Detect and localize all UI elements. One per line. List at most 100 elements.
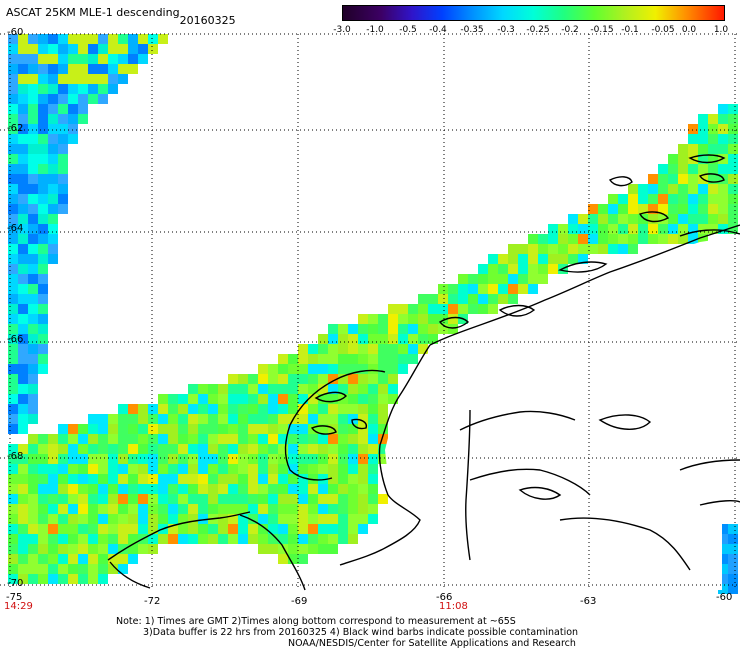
swath-cell xyxy=(8,234,18,244)
swath-cell xyxy=(328,374,338,384)
swath-cell xyxy=(138,524,148,534)
swath-cell xyxy=(8,464,18,474)
swath-cell xyxy=(28,554,38,564)
swath-cell xyxy=(418,294,428,304)
swath-cell xyxy=(718,104,728,114)
swath-cell xyxy=(728,584,738,594)
swath-cell xyxy=(708,174,718,184)
swath-cell xyxy=(198,394,208,404)
swath-cell xyxy=(68,124,78,134)
swath-cell xyxy=(678,164,688,174)
swath-cell xyxy=(18,34,28,44)
swath-cell xyxy=(308,344,318,354)
swath-cell xyxy=(278,514,288,524)
swath-cell xyxy=(248,394,258,404)
swath-cell xyxy=(358,474,368,484)
swath-cell xyxy=(128,484,138,494)
swath-cell xyxy=(228,504,238,514)
swath-cell xyxy=(248,404,258,414)
swath-cell xyxy=(428,334,438,344)
swath-cell xyxy=(18,544,28,554)
swath-cell xyxy=(418,334,428,344)
swath-cell xyxy=(298,444,308,454)
swath-cell xyxy=(28,94,38,104)
swath-cell xyxy=(528,264,538,274)
swath-cell xyxy=(238,404,248,414)
swath-cell xyxy=(18,554,28,564)
swath-cell xyxy=(298,384,308,394)
swath-cell xyxy=(8,354,18,364)
swath-cell xyxy=(328,544,338,554)
swath-cell xyxy=(148,504,158,514)
swath-cell xyxy=(268,514,278,524)
swath-cell xyxy=(98,414,108,424)
swath-cell xyxy=(38,484,48,494)
swath-cell xyxy=(238,464,248,474)
swath-cell xyxy=(668,154,678,164)
swath-cell xyxy=(688,184,698,194)
swath-cell xyxy=(8,324,18,334)
swath-cell xyxy=(108,424,118,434)
swath-cell xyxy=(38,304,48,314)
swath-cell xyxy=(288,404,298,414)
swath-cell xyxy=(708,134,718,144)
swath-cell xyxy=(628,234,638,244)
swath-cell xyxy=(8,394,18,404)
swath-cell xyxy=(698,214,708,224)
swath-cell xyxy=(28,304,38,314)
swath-cell xyxy=(268,384,278,394)
swath-cell xyxy=(348,374,358,384)
swath-cell xyxy=(158,414,168,424)
swath-cell xyxy=(38,444,48,454)
swath-cell xyxy=(588,244,598,254)
swath-cell xyxy=(58,574,68,584)
swath-cell xyxy=(608,214,618,224)
swath-cell xyxy=(498,264,508,274)
swath-cell xyxy=(28,134,38,144)
swath-cell xyxy=(48,434,58,444)
swath-cell xyxy=(128,474,138,484)
swath-cell xyxy=(528,274,538,284)
swath-cell xyxy=(308,444,318,454)
swath-cell xyxy=(348,454,358,464)
swath-cell xyxy=(308,364,318,374)
swath-cell xyxy=(528,284,538,294)
swath-cell xyxy=(128,64,138,74)
swath-cell xyxy=(48,454,58,464)
swath-cell xyxy=(38,324,48,334)
swath-cell xyxy=(258,524,268,534)
swath-cell xyxy=(318,444,328,454)
swath-cell xyxy=(278,354,288,364)
swath-cell xyxy=(278,394,288,404)
swath-cell xyxy=(668,174,678,184)
swath-cell xyxy=(98,554,108,564)
swath-cell xyxy=(78,544,88,554)
swath-cell xyxy=(58,534,68,544)
swath-cell xyxy=(8,144,18,154)
swath-cell xyxy=(268,364,278,374)
swath-cell xyxy=(728,154,738,164)
swath-cell xyxy=(318,404,328,414)
swath-cell xyxy=(128,504,138,514)
swath-cell xyxy=(478,294,488,304)
swath-cell xyxy=(688,144,698,154)
swath-cell xyxy=(58,104,68,114)
swath-cell xyxy=(228,374,238,384)
swath-cell xyxy=(38,364,48,374)
swath-cell xyxy=(268,434,278,444)
swath-cell xyxy=(188,424,198,434)
swath-cell xyxy=(708,144,718,154)
swath-cell xyxy=(298,354,308,364)
swath-cell xyxy=(48,34,58,44)
swath-cell xyxy=(338,454,348,464)
swath-cell xyxy=(148,484,158,494)
swath-cell xyxy=(378,454,388,464)
swath-cell xyxy=(8,344,18,354)
swath-cell xyxy=(78,94,88,104)
swath-cell xyxy=(188,454,198,464)
swath-cell xyxy=(698,164,708,174)
swath-cell xyxy=(698,144,708,154)
swath-cell xyxy=(8,334,18,344)
swath-cell xyxy=(108,64,118,74)
swath-cell xyxy=(238,384,248,394)
